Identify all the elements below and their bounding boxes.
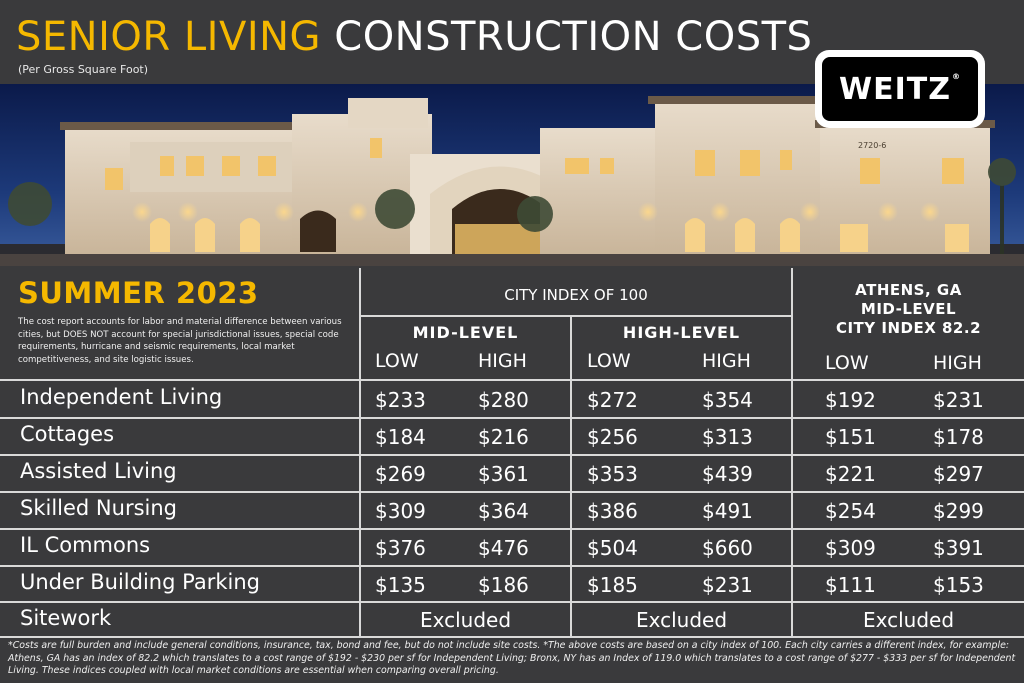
cell-athens-excluded: Excluded [862,608,955,632]
athens-high-header: HIGH [933,352,982,374]
cell-mid-high: $280 [478,388,529,412]
athens-low-header: LOW [825,352,869,374]
grid-line-h2 [0,454,1024,456]
cell-high-high: $231 [702,573,753,597]
cell-athens-high: $178 [933,425,984,449]
cell-high-excluded: Excluded [635,608,728,632]
mid-level-header: MID-LEVEL [412,323,519,342]
cell-athens-high: $299 [933,499,984,523]
logo-badge: WEITZ® [822,57,978,121]
weitz-logo: WEITZ® [815,50,985,128]
page-title: SENIOR LIVING CONSTRUCTION COSTS [16,12,812,62]
row-label-skilled-nursing: Skilled Nursing [20,496,177,520]
grid-line-h1 [0,417,1024,419]
cell-mid-low: $135 [375,573,426,597]
cell-mid-low: $233 [375,388,426,412]
grid-line-v1 [359,268,361,636]
cell-mid-low: $309 [375,499,426,523]
cell-high-low: $256 [587,425,638,449]
footnote: *Costs are full burden and include gener… [8,640,1016,677]
cell-high-low: $386 [587,499,638,523]
page-subtitle: (Per Gross Square Foot) [18,63,149,76]
row-label-cottages: Cottages [20,422,115,446]
cell-athens-high: $391 [933,536,984,560]
cell-athens-low: $221 [825,462,876,486]
cell-athens-low: $254 [825,499,876,523]
cell-mid-excluded: Excluded [419,608,512,632]
cell-mid-high: $476 [478,536,529,560]
mid-high-header: HIGH [478,350,527,372]
cell-high-high: $313 [702,425,753,449]
cell-athens-high: $153 [933,573,984,597]
cell-high-high: $439 [702,462,753,486]
cell-athens-high: $297 [933,462,984,486]
high-level-header: HIGH-LEVEL [622,323,741,342]
grid-line-h-header [0,379,1024,381]
grid-line-h3 [0,491,1024,493]
cell-high-high: $354 [702,388,753,412]
athens-header-line1: ATHENS, GA [855,281,962,299]
row-label-il-commons: IL Commons [20,533,151,557]
cell-high-low: $504 [587,536,638,560]
high-high-header: HIGH [702,350,751,372]
intro-panel: SUMMER 2023 The cost report accounts for… [0,268,360,380]
city-index-header: CITY INDEX OF 100 [504,286,648,304]
cell-mid-high: $364 [478,499,529,523]
header: SENIOR LIVING CONSTRUCTION COSTS (Per Gr… [0,0,1024,84]
disclaimer-text: The cost report accounts for labor and m… [18,317,342,365]
grid-line-h-city [360,315,792,317]
mid-low-header: LOW [375,350,419,372]
cell-mid-high: $216 [478,425,529,449]
cell-mid-high: $361 [478,462,529,486]
cell-high-low: $185 [587,573,638,597]
cell-mid-low: $376 [375,536,426,560]
cell-high-low: $353 [587,462,638,486]
cell-athens-low: $151 [825,425,876,449]
cell-high-high: $491 [702,499,753,523]
cell-mid-high: $186 [478,573,529,597]
cell-high-high: $660 [702,536,753,560]
title-rest: CONSTRUCTION COSTS [334,14,813,60]
grid-line-h4 [0,528,1024,530]
cell-athens-low: $192 [825,388,876,412]
grid-line-v2 [570,316,572,636]
cell-high-low: $272 [587,388,638,412]
grid-line-h6 [0,601,1024,603]
cell-athens-low: $309 [825,536,876,560]
athens-header-line2: MID-LEVEL [860,300,957,318]
grid-line-v3 [791,268,793,636]
title-accent: SENIOR LIVING [16,14,322,60]
cell-athens-low: $111 [825,573,876,597]
row-label-independent-living: Independent Living [20,385,223,409]
logo-text: WEITZ® [839,71,961,107]
row-label-assisted-living: Assisted Living [20,459,177,483]
cell-mid-low: $184 [375,425,426,449]
grid-line-h-bottom [0,636,1024,638]
grid-line-h5 [0,565,1024,567]
season-heading: SUMMER 2023 [18,276,259,310]
cell-athens-high: $231 [933,388,984,412]
building-number: 2720-6 [858,141,886,150]
row-label-under-building-parking: Under Building Parking [20,570,260,594]
row-label-sitework: Sitework [20,606,112,630]
high-low-header: LOW [587,350,631,372]
cell-mid-low: $269 [375,462,426,486]
athens-header-line3: CITY INDEX 82.2 [835,319,982,337]
